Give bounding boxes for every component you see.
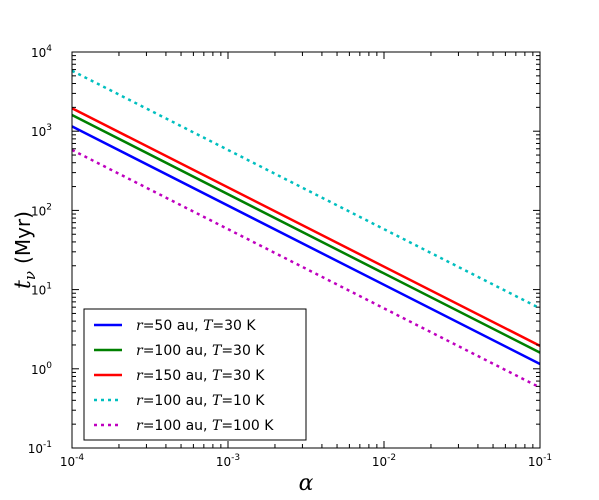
legend-label-4: r=100 au, T=10 K bbox=[136, 393, 265, 409]
y-tick-label: 102 bbox=[31, 202, 52, 218]
legend-items: r=50 au, T=30 K r=100 au, T=30 K r=150 au,… bbox=[94, 318, 274, 434]
series-line-2 bbox=[71, 113, 541, 354]
y-tick-label: 103 bbox=[31, 123, 52, 139]
y-tick-label: 104 bbox=[31, 44, 52, 60]
legend-label-2: r=100 au, T=30 K bbox=[136, 343, 265, 359]
y-axis-unit: (Myr) bbox=[11, 211, 35, 264]
y-tick-label: 10-1 bbox=[28, 440, 52, 456]
y-axis-symbol: t bbox=[11, 280, 36, 289]
y-tick-label: 101 bbox=[31, 282, 52, 298]
series-line-3 bbox=[71, 107, 541, 347]
legend-label-1: r=50 au, T=30 K bbox=[136, 318, 256, 334]
x-tick-label: 10-2 bbox=[372, 453, 396, 469]
y-tick-label: 100 bbox=[31, 361, 52, 377]
x-tick-label: 10-3 bbox=[216, 453, 240, 469]
x-tick-label: 10-4 bbox=[60, 453, 85, 469]
legend-label-5: r=100 au, T=100 K bbox=[136, 418, 274, 434]
tick-label-layer: 10-4 10-3 10-2 10-1 10-1 100 101 102 103 104 bbox=[28, 44, 552, 469]
plot-frame bbox=[71, 51, 541, 449]
x-tick-label: 10-1 bbox=[528, 453, 552, 469]
x-axis-label: α bbox=[299, 471, 314, 496]
legend-label-3: r=150 au, T=30 K bbox=[136, 368, 265, 384]
svg-text:tν (Myr): tν (Myr) bbox=[11, 211, 39, 289]
y-axis-subscript: ν bbox=[21, 271, 39, 280]
y-axis-label: tν (Myr) bbox=[11, 211, 39, 289]
series-layer bbox=[71, 69, 541, 389]
series-line-1 bbox=[71, 125, 541, 366]
legend: r=50 au, T=30 K r=100 au, T=30 K r=150 au,… bbox=[83, 308, 307, 441]
